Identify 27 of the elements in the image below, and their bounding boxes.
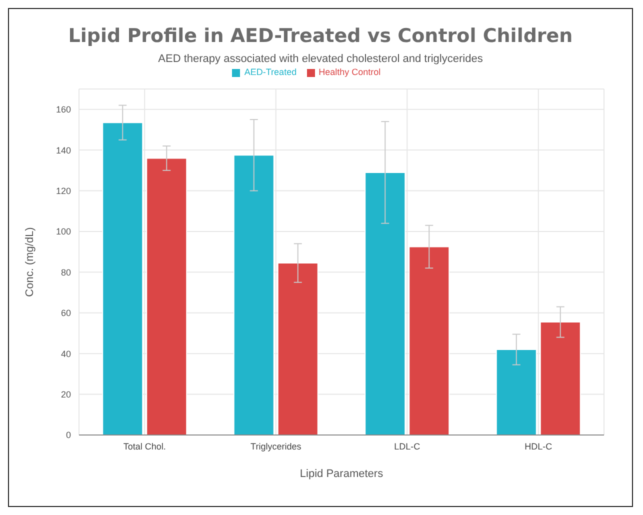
y-tick-label: 160 bbox=[56, 104, 71, 115]
y-tick-label: 120 bbox=[56, 186, 71, 196]
x-tick-label: Triglycerides bbox=[250, 441, 302, 452]
y-axis-title: Conc. (mg/dL) bbox=[24, 227, 36, 297]
chart-subtitle: AED therapy associated with elevated cholesterol and triglycerides bbox=[157, 53, 484, 65]
legend-label: Healthy Control bbox=[318, 67, 381, 77]
bar bbox=[277, 262, 318, 435]
legend-label: AED-Treated bbox=[244, 67, 297, 77]
x-axis-title: Lipid Parameters bbox=[300, 468, 384, 480]
y-tick-label: 0 bbox=[66, 430, 71, 440]
y-tick-label: 80 bbox=[60, 267, 71, 278]
y-tick-label: 20 bbox=[60, 389, 71, 400]
x-tick-label: LDL-C bbox=[394, 441, 421, 452]
y-tick-label: 100 bbox=[56, 226, 71, 237]
chart-title: Lipid Profile in AED-Treated vs Control Children bbox=[67, 25, 574, 47]
bar bbox=[146, 158, 188, 435]
bar bbox=[540, 322, 581, 435]
bar bbox=[364, 172, 406, 435]
y-tick-label: 60 bbox=[60, 308, 71, 318]
x-tick-label: HDL-C bbox=[524, 441, 553, 452]
bar bbox=[233, 154, 274, 435]
x-tick-label: Total Chol. bbox=[123, 441, 166, 452]
y-tick-label: 140 bbox=[56, 145, 71, 156]
y-tick-label: 40 bbox=[60, 348, 71, 359]
bar bbox=[408, 246, 450, 435]
bar bbox=[102, 122, 144, 435]
bar bbox=[496, 349, 537, 435]
